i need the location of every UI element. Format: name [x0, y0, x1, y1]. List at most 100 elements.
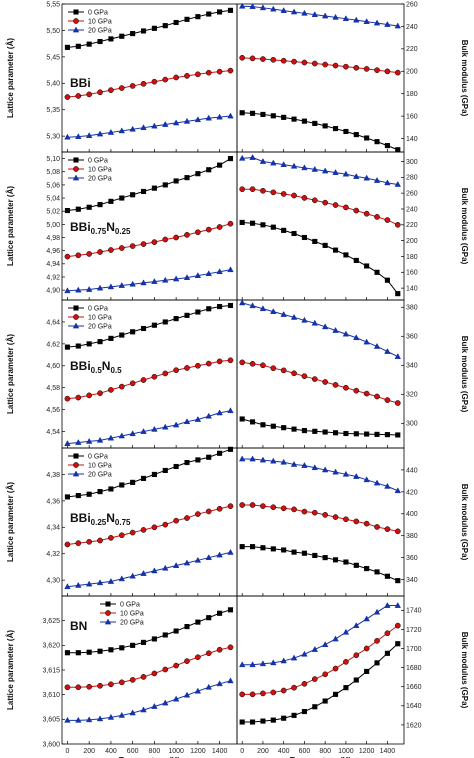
- data-point: [280, 687, 287, 694]
- data-point: [75, 493, 81, 499]
- data-point: [227, 112, 234, 119]
- data-point: [260, 690, 266, 697]
- series-line-3: [67, 551, 231, 588]
- data-point: [107, 577, 115, 584]
- data-point: [227, 446, 234, 452]
- data-point: [374, 139, 380, 145]
- data-point: [311, 319, 319, 326]
- data-point: [206, 306, 212, 312]
- data-point: [384, 397, 391, 403]
- data-point: [280, 310, 287, 317]
- data-point: [270, 546, 276, 552]
- data-point: [119, 482, 125, 488]
- data-point: [216, 358, 223, 365]
- data-point: [118, 282, 126, 288]
- data-point: [194, 116, 202, 123]
- y-tick-label: 5,08: [46, 169, 60, 176]
- data-point: [312, 704, 318, 710]
- data-point: [353, 387, 360, 394]
- data-point: [394, 487, 401, 494]
- data-point: [75, 206, 81, 212]
- data-point: [301, 508, 308, 515]
- series-line-3: [242, 5, 398, 27]
- y-tick-label: 5,04: [46, 195, 60, 202]
- data-point: [353, 64, 360, 71]
- series-line-3: [67, 680, 231, 721]
- data-point: [332, 557, 339, 563]
- data-point: [290, 654, 298, 661]
- data-point: [374, 638, 380, 644]
- data-point: [85, 132, 93, 138]
- y-tick-label: 4,92: [46, 274, 60, 281]
- data-point: [249, 3, 256, 9]
- data-point: [270, 457, 277, 464]
- data-point: [129, 83, 136, 89]
- data-point: [343, 685, 349, 691]
- y-axis-title-left: Lattice parameter (Å): [6, 38, 15, 118]
- panel-[object Object]-1: 5,30 5,35 5,40 5,45 5,50 5,55 0 GPa 10 GPa 20 GP…: [6, 1, 469, 153]
- x-tick-label: 600: [127, 748, 139, 755]
- data-point: [395, 432, 401, 438]
- data-point: [162, 564, 169, 571]
- data-point: [162, 276, 169, 283]
- series-line-1: [242, 418, 398, 436]
- series-line-1: [67, 9, 231, 48]
- data-point: [129, 529, 136, 536]
- data-point: [364, 135, 370, 141]
- x-tick-label: 1200: [359, 748, 375, 755]
- data-point: [75, 93, 82, 99]
- series-line-1: [67, 448, 231, 498]
- data-point: [217, 304, 223, 310]
- x-tick-label: 0: [240, 748, 244, 755]
- data-point: [384, 482, 391, 489]
- data-point: [107, 283, 115, 290]
- data-point: [311, 197, 318, 204]
- data-point: [183, 691, 191, 698]
- data-point: [173, 19, 179, 26]
- compound-label: BBi0.5N0.5: [70, 359, 122, 375]
- data-point: [281, 227, 287, 233]
- y-tick-label: 260: [406, 191, 418, 198]
- data-point: [129, 709, 136, 716]
- data-point: [312, 428, 318, 434]
- data-point: [384, 68, 391, 75]
- data-point: [140, 706, 147, 713]
- data-point: [194, 556, 202, 563]
- data-point: [129, 572, 136, 579]
- data-point: [250, 419, 256, 425]
- data-point: [270, 689, 277, 696]
- data-point: [249, 502, 256, 508]
- data-point: [280, 505, 287, 512]
- data-point: [363, 390, 370, 397]
- data-point: [172, 562, 180, 568]
- data-point: [363, 338, 370, 345]
- data-point: [130, 642, 136, 648]
- data-point: [301, 195, 308, 201]
- data-point: [384, 217, 391, 223]
- data-point: [119, 33, 125, 39]
- y-axis-title-left: Lattice parameter (Å): [6, 482, 15, 562]
- y-axis-title-left: Lattice parameter (Å): [6, 186, 15, 266]
- data-point: [97, 390, 103, 397]
- data-point: [97, 202, 103, 208]
- data-point: [343, 204, 349, 211]
- data-point: [86, 649, 92, 655]
- data-point: [291, 370, 297, 377]
- data-point: [205, 226, 212, 233]
- legend-label-2: 10 GPa: [88, 167, 112, 174]
- data-point: [216, 224, 223, 230]
- data-point: [332, 202, 339, 208]
- y-axis-title-right: Bulk modulus (GPa): [460, 484, 469, 561]
- series-line-3: [67, 410, 231, 445]
- data-point: [75, 438, 82, 445]
- data-point: [97, 339, 103, 345]
- data-point: [129, 380, 136, 387]
- series-line-1: [67, 609, 231, 654]
- panel-[object Object]-1: 140 160 180 200 220 240 260: [236, 1, 418, 153]
- data-point: [75, 581, 82, 588]
- data-point: [75, 43, 81, 49]
- data-point: [227, 357, 234, 364]
- data-point: [364, 566, 370, 572]
- data-point: [342, 170, 350, 177]
- data-point: [332, 247, 339, 253]
